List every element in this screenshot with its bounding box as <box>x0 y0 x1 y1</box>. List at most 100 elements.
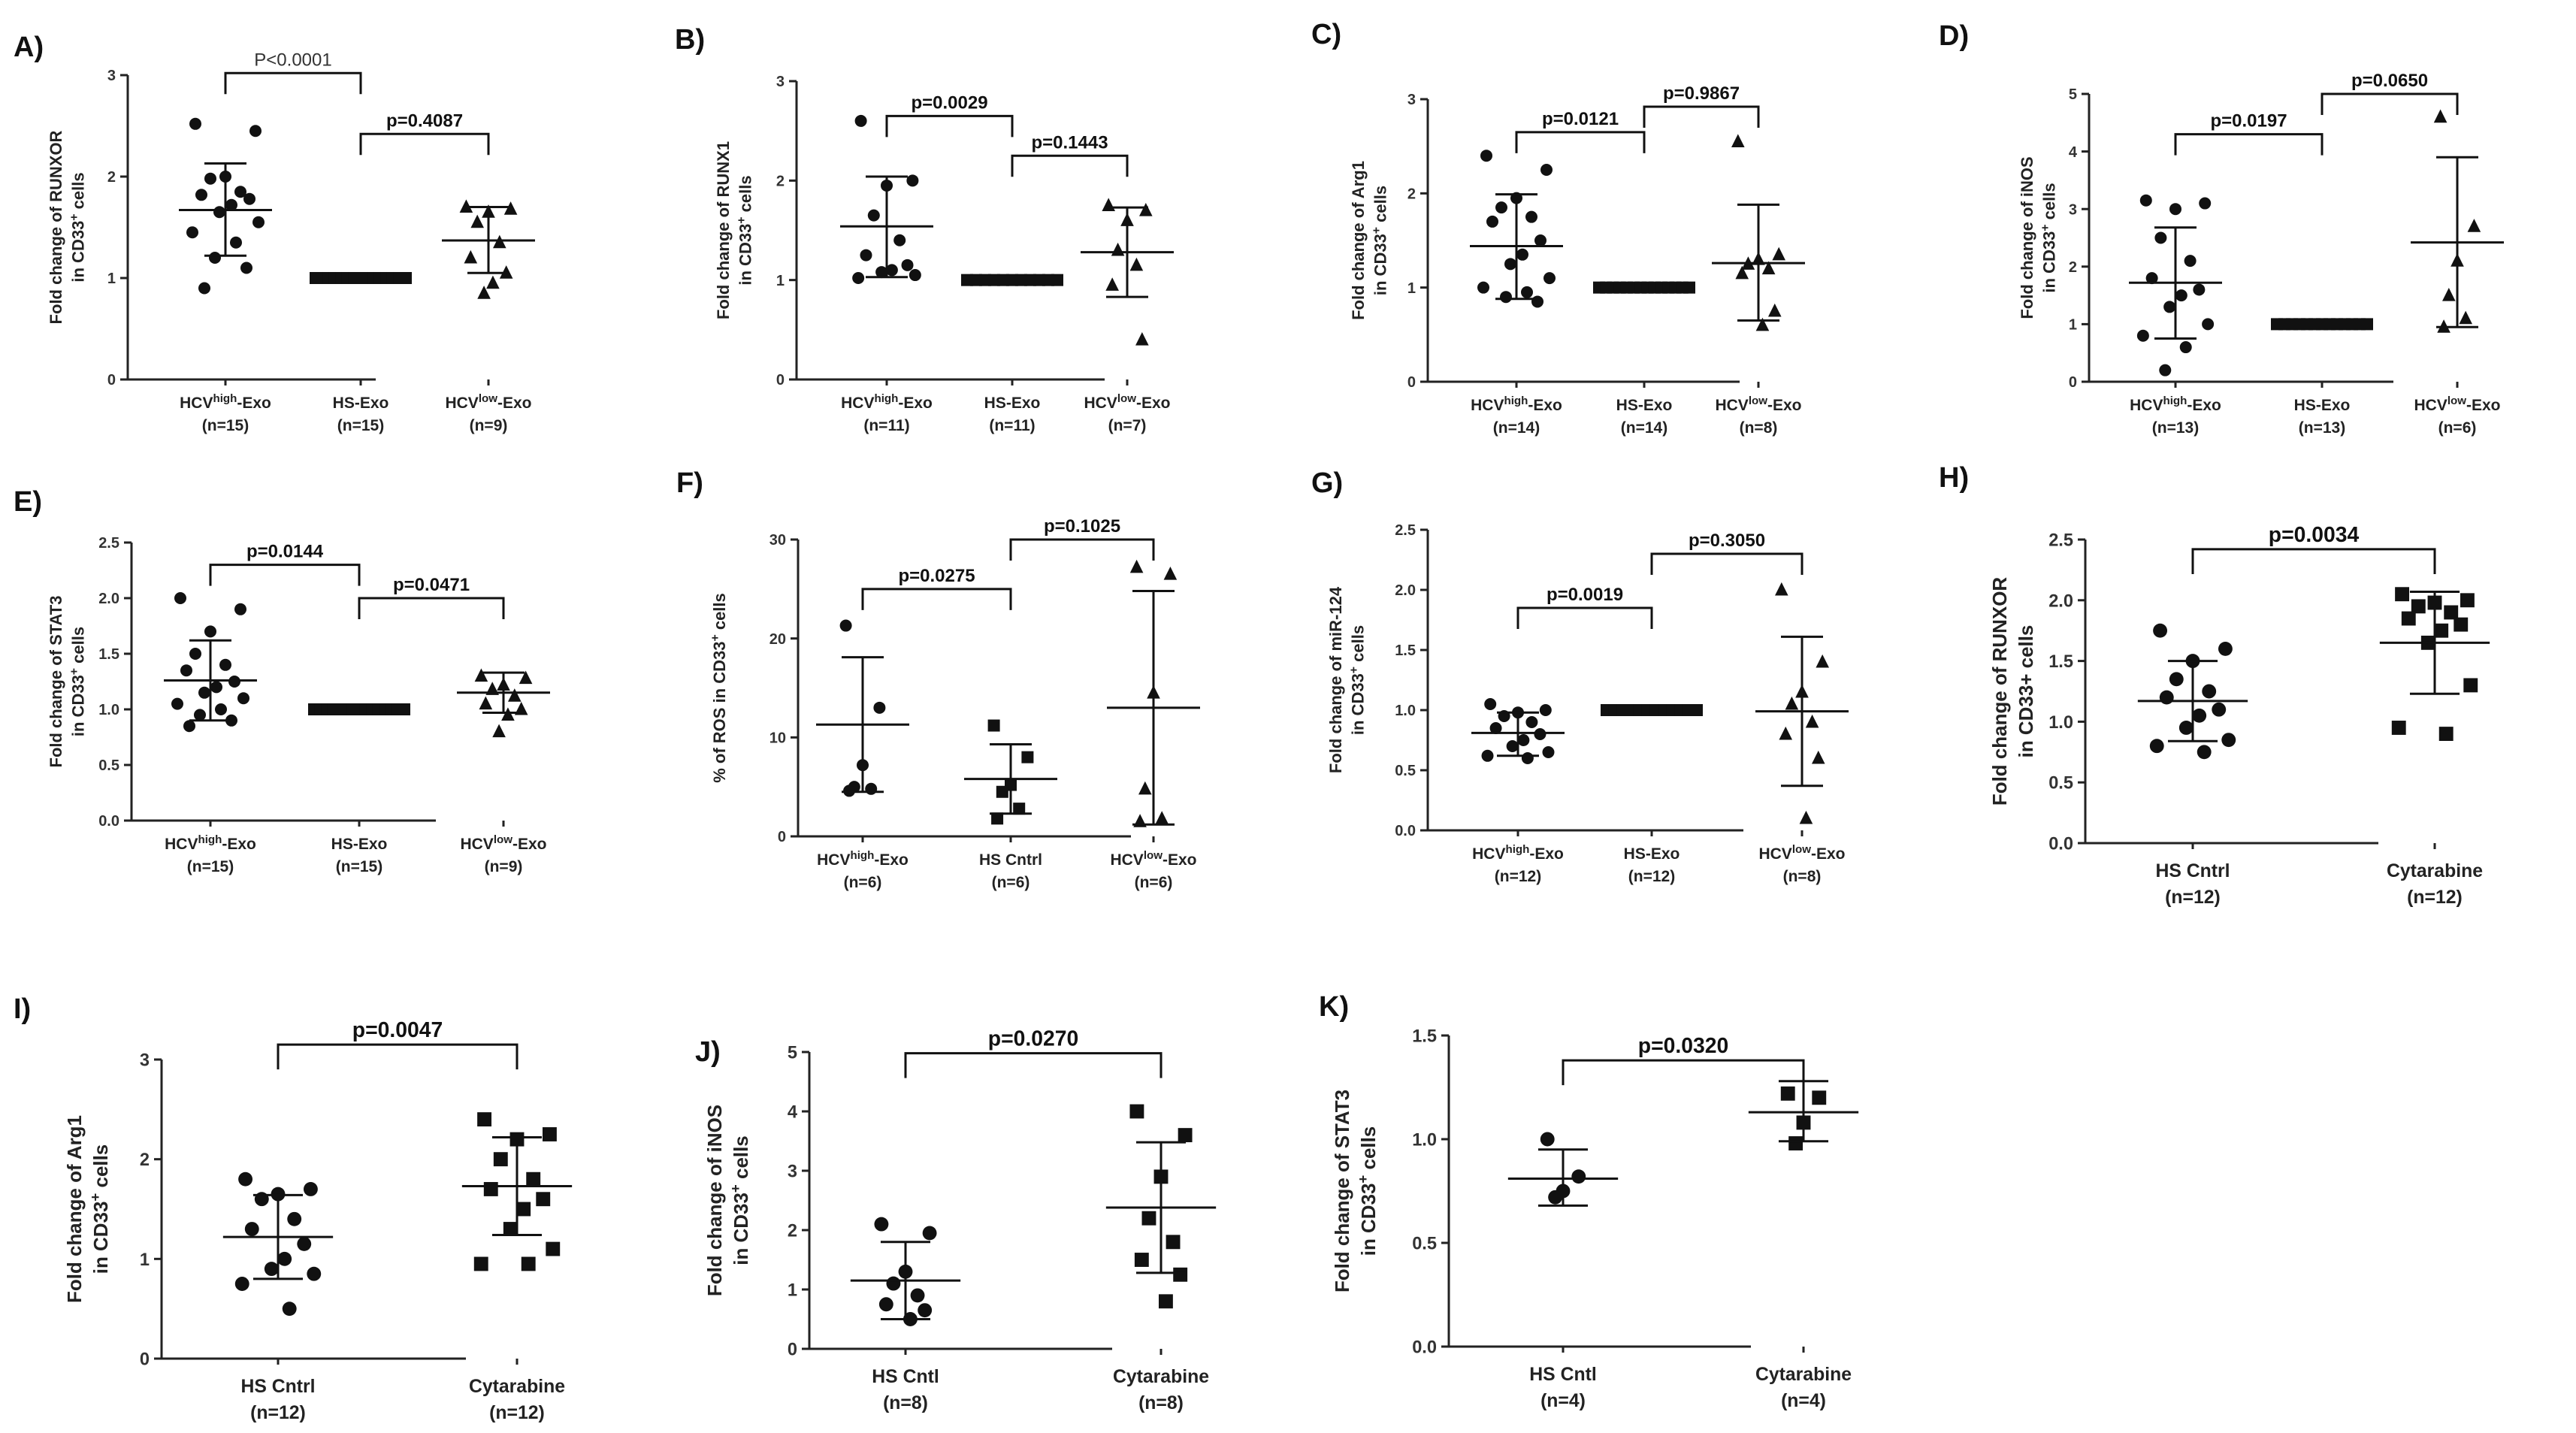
category-1: HS Cntrl (n=6) <box>964 719 1057 891</box>
data-point-triangle <box>1775 582 1788 596</box>
category-n-label: (n=9) <box>485 858 523 875</box>
data-point-circle <box>918 1303 933 1318</box>
bracket-line <box>885 114 1014 138</box>
y-tick-label: 2 <box>107 169 116 186</box>
category-n-label: (n=12) <box>489 1403 545 1423</box>
category-n-label: (n=4) <box>1781 1391 1826 1411</box>
panel-label: D) <box>1939 20 1969 52</box>
p-value-label: P<0.0001 <box>254 50 331 70</box>
y-axis-title-line2: in CD33+ cells <box>2039 183 2058 292</box>
y-axis-title: % of ROS in CD33+ cells <box>709 593 729 783</box>
p-value-label: p=0.4087 <box>386 110 463 131</box>
panel-label: A) <box>14 32 44 63</box>
panel-label: E) <box>14 486 42 518</box>
p-value-label: p=0.0275 <box>898 566 975 586</box>
data-point-circle <box>1486 215 1498 228</box>
bracket-line <box>277 1043 519 1070</box>
category-n-label: (n=15) <box>187 858 234 875</box>
data-point-circle <box>854 114 867 127</box>
category-label-sup: low <box>2448 395 2466 407</box>
data-point-triangle <box>519 670 533 685</box>
category-label-tail: -Exo <box>1163 851 1197 869</box>
category-label-tail: -Exo <box>1767 397 1802 414</box>
data-point-square <box>2361 318 2373 331</box>
data-point-circle <box>874 1217 889 1232</box>
data-point-circle <box>238 1171 253 1187</box>
data-point-square <box>1013 803 1026 815</box>
bracket-line <box>1009 538 1155 561</box>
category-n-label: (n=7) <box>1108 417 1147 434</box>
category-n-label: (n=8) <box>1783 868 1822 885</box>
category-label-tail: -Exo <box>1528 397 1562 414</box>
category-n-label: (n=11) <box>863 417 909 434</box>
data-point-square <box>483 1182 498 1196</box>
data-point-square <box>991 812 1004 825</box>
significance-bracket: p=0.1025 <box>1009 516 1155 561</box>
data-point-triangle <box>2442 288 2456 301</box>
category-label-tail: -Exo <box>1811 845 1846 863</box>
data-point-circle <box>264 1262 279 1277</box>
data-point-triangle <box>1102 198 1115 211</box>
category-n-label: (n=13) <box>2152 419 2199 437</box>
data-point-circle <box>198 282 210 295</box>
category-label: HS-Exo <box>333 395 389 412</box>
data-point-triangle <box>474 668 488 682</box>
category-n-label: (n=9) <box>470 417 508 434</box>
y-axis-title-line2-text: in CD33 <box>69 221 88 283</box>
data-point-circle <box>204 172 216 185</box>
bracket-line <box>359 132 490 156</box>
category-0: HCVhigh-Exo (n=13) <box>2129 194 2222 437</box>
category-label: HCVlow-Exo <box>1084 392 1170 412</box>
data-point-triangle <box>470 214 484 228</box>
data-point-triangle <box>1105 277 1119 291</box>
data-point-circle <box>1489 722 1502 734</box>
bracket-line <box>904 1052 1163 1078</box>
data-point-circle <box>2178 721 2194 735</box>
data-point-triangle <box>1731 134 1745 147</box>
data-point-circle <box>2197 745 2212 760</box>
y-axis-title-line2: in CD33+ cells <box>68 172 87 282</box>
category-n-label: (n=8) <box>1740 419 1778 437</box>
data-point-square <box>1166 1235 1181 1250</box>
data-point-triangle <box>1772 246 1785 261</box>
data-point-triangle <box>501 707 515 721</box>
category-label-text: Cytarabine <box>1755 1365 1852 1385</box>
p-value-label: p=0.0650 <box>2351 71 2428 91</box>
category-label-tail: -Exo <box>512 836 547 853</box>
y-axis-title-line2-tail: cells <box>2040 183 2059 224</box>
data-point-square <box>2401 611 2416 626</box>
data-point-circle <box>1543 272 1556 285</box>
data-point-circle <box>234 186 246 198</box>
category-n-label: (n=12) <box>2165 887 2221 908</box>
data-point-square <box>2395 587 2410 602</box>
data-point-circle <box>867 209 880 222</box>
y-tick-label: 2 <box>788 1221 797 1241</box>
data-point-square <box>493 1152 508 1167</box>
y-tick-label: 1.0 <box>1395 703 1416 719</box>
category-label-text: HS-Exo <box>333 395 389 412</box>
data-point-triangle <box>1111 242 1125 256</box>
y-tick-label: 5 <box>2069 86 2077 103</box>
category-n-label: (n=15) <box>202 417 249 434</box>
y-axis-title-line1: Fold change of iNOS <box>703 1105 726 1296</box>
bracket-line <box>2321 92 2459 115</box>
category-label: HCVlow-Exo <box>1758 843 1845 863</box>
data-point-circle <box>852 272 865 285</box>
y-tick-label: 2.5 <box>1395 522 1416 539</box>
data-point-square <box>1812 1090 1827 1105</box>
category-0: HS Cntrl (n=12) <box>2137 623 2248 908</box>
bracket-line <box>1562 1059 1805 1086</box>
y-axis-title-line2-tail: cells <box>730 1135 752 1184</box>
bracket-line <box>209 564 361 586</box>
data-point-circle <box>1484 698 1497 710</box>
category-label-text: HCV <box>2130 397 2163 414</box>
y-axis-title-line2-sup: + <box>735 216 748 223</box>
data-point-circle <box>1548 1190 1563 1205</box>
category-n-label: (n=14) <box>1493 419 1540 437</box>
y-tick-label: 2.0 <box>1395 582 1416 599</box>
data-point-triangle <box>1767 303 1782 317</box>
data-point-circle <box>875 266 888 279</box>
category-label-sup: high <box>874 392 898 405</box>
y-tick-label: 20 <box>769 631 786 648</box>
data-point-circle <box>2136 329 2149 342</box>
